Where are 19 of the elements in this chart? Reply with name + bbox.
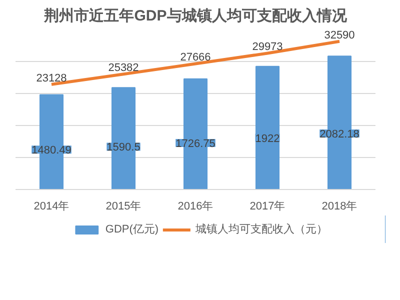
data-label: 1590.5 <box>106 142 140 154</box>
x-tick-label: 2018年 <box>322 200 358 212</box>
data-label: 32590 <box>324 29 355 42</box>
data-label: 2082.18 <box>320 128 360 140</box>
legend-label: GDP(亿元) <box>105 222 159 236</box>
data-label: 25382 <box>108 62 139 74</box>
bar <box>255 66 280 190</box>
data-label: 1480.49 <box>32 144 72 157</box>
x-tick-label: 2015年 <box>106 200 142 212</box>
data-label: 29973 <box>252 41 283 54</box>
chart-title: 荆州市近五年GDP与城镇人均可支配收入情况 <box>43 6 348 24</box>
x-tick-label: 2017年 <box>250 200 286 212</box>
data-label: 23128 <box>36 72 67 84</box>
data-label: 27666 <box>180 52 211 64</box>
data-label: 1922 <box>255 132 280 145</box>
legend-label: 城镇人均可支配收入（元） <box>196 222 328 236</box>
data-label: 1726.75 <box>176 138 216 150</box>
x-tick-label: 2016年 <box>178 200 214 212</box>
x-tick-label: 2014年 <box>34 200 70 212</box>
